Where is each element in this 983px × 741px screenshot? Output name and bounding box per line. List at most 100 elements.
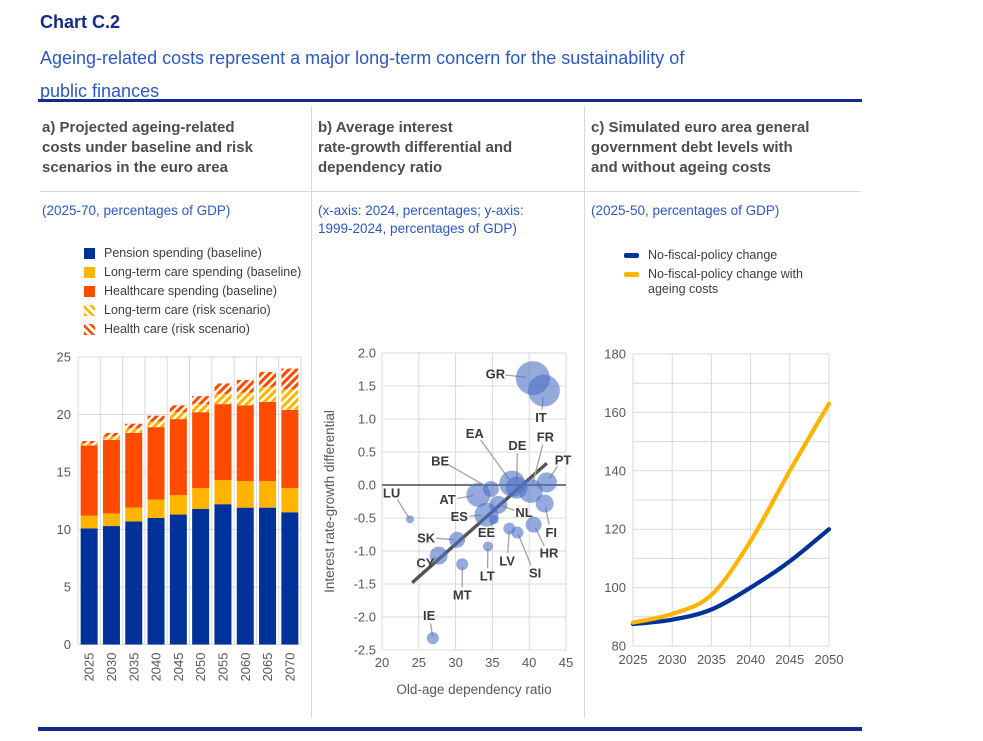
legend-label: Pension spending (baseline): [104, 246, 262, 260]
country-label-CY: CY: [416, 555, 434, 570]
bar-segment: [236, 507, 254, 645]
bubble-CY: [429, 546, 448, 565]
legend-item: Healthcare spending (baseline): [84, 284, 301, 299]
svg-text:2045: 2045: [171, 653, 186, 682]
bar-segment: [214, 404, 232, 481]
bar-segment: [147, 499, 165, 518]
svg-text:2025: 2025: [82, 653, 97, 682]
legend-label: No-fiscal-policy change with ageing cost…: [648, 267, 803, 296]
bar-segment: [192, 396, 210, 405]
legend-label: Long-term care spending (baseline): [104, 265, 302, 279]
svg-text:2030: 2030: [104, 653, 119, 682]
country-label-LU: LU: [383, 485, 400, 500]
bubble-NL: [489, 495, 508, 514]
panel-b-column: b) Average interest rate-growth differen…: [312, 106, 585, 718]
legend-item: No-fiscal-policy change: [624, 248, 803, 263]
country-label-ES: ES: [451, 509, 469, 524]
svg-text:-1.0: -1.0: [354, 544, 376, 559]
legend-item: Pension spending (baseline): [84, 246, 301, 261]
country-label-LT: LT: [480, 569, 495, 584]
bubble-FI: [535, 494, 554, 513]
top-rule: [38, 99, 862, 102]
country-label-FI: FI: [545, 525, 557, 540]
country-label-AT: AT: [439, 492, 455, 507]
svg-text:2050: 2050: [815, 652, 844, 667]
country-labels: LU IE CY SK MT AT BE ES EE NL LT EA DE LV SI FR HR GR IT FI…: [383, 367, 572, 624]
bar-segment: [192, 508, 210, 645]
bar-segment: [102, 432, 120, 437]
bar-segment: [102, 513, 120, 527]
legend-swatch-icon: [84, 248, 95, 259]
svg-text:2040: 2040: [736, 652, 765, 667]
bubble-BE: [482, 480, 499, 497]
legend-item: No-fiscal-policy change with ageing cost…: [624, 267, 803, 297]
bar-segment: [192, 488, 210, 509]
bubble-SI: [511, 526, 524, 539]
line-chart-svg: 80 100 120 140 160 180 2025 2030 2035 2040 2045 205…: [604, 347, 844, 668]
svg-text:2070: 2070: [282, 653, 297, 682]
svg-text:-0.5: -0.5: [354, 511, 376, 526]
bubble-SK: [449, 531, 466, 548]
svg-text:0.0: 0.0: [358, 478, 376, 493]
bar-segment: [80, 443, 98, 446]
panel-b-note: (x-axis: 2024, percentages; y-axis: 1999…: [318, 203, 524, 236]
svg-text:2025: 2025: [619, 652, 648, 667]
bar-segment: [80, 445, 98, 516]
svg-text:35: 35: [485, 655, 499, 670]
bubble-HR: [525, 516, 542, 533]
bar-segment: [214, 480, 232, 505]
country-bubbles: [405, 361, 560, 645]
country-label-SI: SI: [529, 565, 541, 580]
svg-text:180: 180: [604, 347, 626, 362]
bar-segment: [259, 481, 277, 508]
country-label-FR: FR: [537, 429, 555, 444]
bubble-DE: [505, 476, 528, 499]
svg-text:10: 10: [57, 522, 71, 537]
panel-b-heading: b) Average interest rate-growth differen…: [312, 106, 584, 192]
chart-subtitle: Ageing-related costs represent a major l…: [40, 48, 685, 101]
bar-segment: [214, 383, 232, 394]
legend-label: Health care (risk scenario): [104, 322, 250, 336]
svg-text:15: 15: [57, 465, 71, 480]
country-label-HR: HR: [540, 545, 559, 560]
x-axis-title: Old-age dependency ratio: [396, 682, 551, 697]
svg-text:1.5: 1.5: [358, 379, 376, 394]
panel-a-legend: Pension spending (baseline) Long-term car…: [84, 246, 301, 341]
legend-swatch-icon: [84, 286, 95, 297]
legend-label: Long-term care (risk scenario): [104, 303, 271, 317]
bar-segment: [281, 368, 299, 390]
debt-line-0: [630, 527, 832, 627]
line-gridlines: [632, 353, 830, 647]
svg-text:160: 160: [604, 405, 626, 420]
svg-text:-2.0: -2.0: [354, 610, 376, 625]
legend-swatch-icon: [84, 267, 95, 278]
bar-segment: [147, 415, 165, 422]
bar-segment: [147, 427, 165, 500]
svg-text:2030: 2030: [658, 652, 687, 667]
bar-segment: [125, 432, 143, 508]
svg-text:20: 20: [57, 407, 71, 422]
bar-segment: [259, 386, 277, 402]
country-label-DE: DE: [508, 438, 526, 453]
country-label-PT: PT: [555, 452, 572, 467]
svg-text:0.5: 0.5: [358, 445, 376, 460]
country-label-NL: NL: [515, 505, 532, 520]
bar-segment: [236, 481, 254, 508]
svg-text:25: 25: [57, 350, 71, 365]
y-axis-title: Interest rate-growth differential: [322, 410, 337, 593]
svg-text:2060: 2060: [238, 653, 253, 682]
legend-swatch-icon: [624, 272, 639, 277]
panel-a-note: (2025-70, percentages of GDP): [42, 203, 231, 218]
bubble-IT: [527, 374, 560, 407]
country-label-GR: GR: [486, 367, 506, 382]
svg-text:80: 80: [612, 639, 626, 654]
country-label-EE: EE: [478, 525, 496, 540]
bar-segment: [80, 528, 98, 645]
bar-segment: [125, 423, 143, 429]
legend-label: No-fiscal-policy change: [648, 248, 778, 262]
bar-segment: [236, 392, 254, 406]
bar-segment: [214, 504, 232, 645]
bar-segment: [192, 412, 210, 489]
